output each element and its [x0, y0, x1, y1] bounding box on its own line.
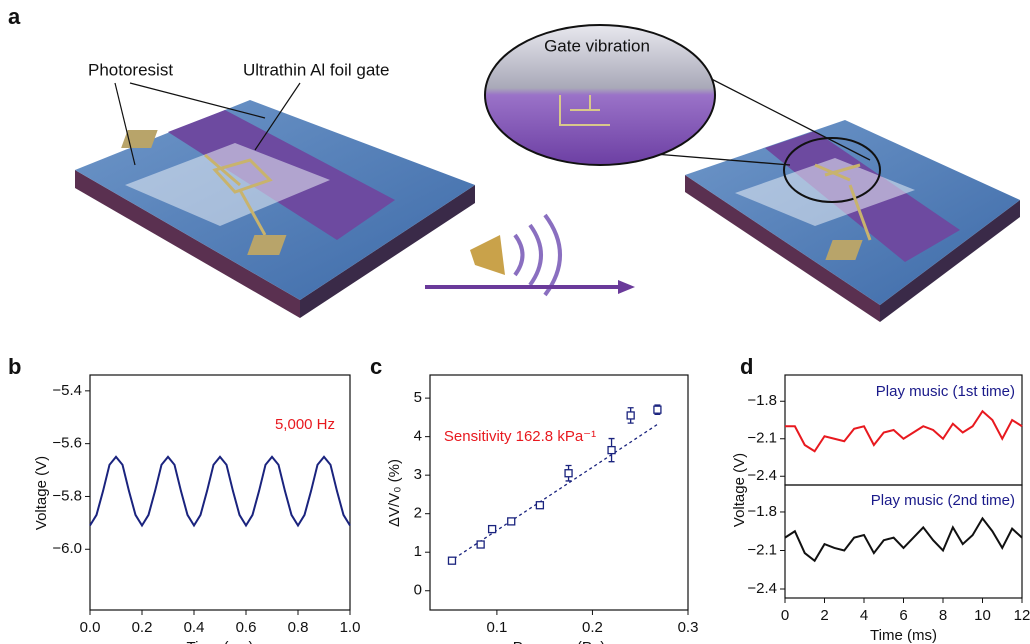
x-tick-label: 8 [939, 607, 947, 624]
y-axis-label: Voltage (V) [731, 453, 748, 527]
illustration-label: Gate vibration [544, 36, 650, 55]
speaker [470, 213, 562, 297]
illustration-label: Ultrathin Al foil gate [243, 60, 389, 79]
x-axis-label: Time (ms) [870, 627, 937, 644]
x-tick-label: 12 [1014, 607, 1030, 624]
panel-label: d [740, 354, 753, 379]
data-point [507, 517, 516, 526]
data-line [785, 409, 1023, 453]
data-line [784, 516, 1023, 563]
y-tick-label: −1.8 [747, 392, 777, 409]
data-point [476, 540, 485, 549]
y-tick-label: 4 [414, 428, 422, 445]
x-tick-label: 6 [899, 607, 907, 624]
annotation: Play music (2nd time) [871, 492, 1015, 509]
y-tick-label: −6.0 [52, 540, 82, 557]
annotation: 5,000 Hz [275, 416, 335, 433]
y-tick-label: 5 [414, 389, 422, 406]
arrow [425, 280, 635, 294]
y-tick-label: −2.4 [747, 467, 777, 484]
leader-line [129, 82, 266, 119]
y-tick-label: 0 [414, 582, 422, 599]
x-tick-label: 1.0 [340, 619, 361, 636]
data-point [564, 469, 573, 478]
plot-frame [429, 374, 689, 611]
annotation: Play music (1st time) [876, 383, 1015, 400]
x-tick-label: 0.3 [678, 619, 699, 636]
data-point [487, 524, 497, 534]
x-tick-label: 4 [860, 607, 868, 624]
x-tick-label: 0.2 [582, 619, 603, 636]
x-tick-label: 0.2 [132, 619, 153, 636]
data-point [653, 405, 662, 414]
x-tick-label: 10 [974, 607, 991, 624]
x-tick-label: 2 [820, 607, 828, 624]
plot-frame [89, 374, 351, 611]
x-tick-label: 0.0 [80, 619, 101, 636]
x-tick-label: 0.1 [486, 619, 507, 636]
y-tick-label: 2 [414, 505, 422, 522]
panel-label: b [8, 354, 21, 379]
magnified-view [484, 24, 871, 166]
data-point [535, 501, 545, 510]
device-right [685, 120, 1020, 322]
y-axis-label: Voltage (V) [33, 456, 50, 530]
x-axis-label: Pressure (Pa) [513, 639, 606, 644]
data-line [89, 455, 351, 528]
data-point [607, 445, 616, 455]
data-point [626, 411, 635, 420]
y-tick-label: 1 [414, 543, 422, 560]
y-tick-label: −5.4 [52, 382, 82, 399]
panel-label: a [8, 4, 21, 29]
y-tick-label: −1.8 [747, 503, 777, 520]
annotation: Sensitivity 162.8 kPa⁻¹ [444, 428, 596, 445]
x-tick-label: 0.6 [236, 619, 257, 636]
leader-line [114, 82, 136, 166]
y-tick-label: −2.1 [747, 430, 777, 447]
x-axis-label: Time (ms) [187, 639, 254, 644]
y-tick-label: 3 [414, 466, 422, 483]
x-tick-label: 0 [781, 607, 789, 624]
leader-line [254, 82, 301, 151]
y-axis-label: ΔV/V₀ (%) [386, 459, 403, 527]
panel-label: c [370, 354, 382, 379]
y-tick-label: −2.1 [747, 541, 777, 558]
illustration-label: Photoresist [88, 60, 173, 79]
x-tick-label: 0.4 [184, 619, 205, 636]
device-left [75, 100, 475, 318]
y-tick-label: −5.6 [52, 435, 82, 452]
y-tick-label: −2.4 [747, 580, 777, 597]
x-tick-label: 0.8 [288, 619, 309, 636]
y-tick-label: −5.8 [52, 487, 82, 504]
data-point [447, 556, 457, 565]
